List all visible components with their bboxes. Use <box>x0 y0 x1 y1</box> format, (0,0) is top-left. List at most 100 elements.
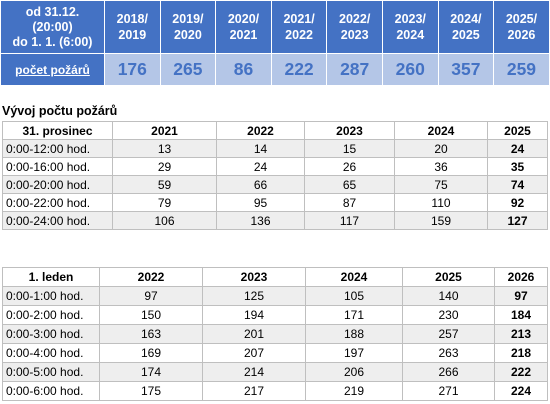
fire-count-cell-current: 97 <box>494 286 548 306</box>
time-range-label: 0:00-20:00 hod. <box>2 175 113 194</box>
season-fire-count: 222 <box>270 53 328 86</box>
table-row: 0:00-6:00 hod. 175 217 219 271 224 <box>2 381 548 401</box>
fire-count-cell: 266 <box>402 362 495 382</box>
season-header: 2022/2023 <box>326 0 383 54</box>
fire-count-cell: 14 <box>216 139 305 158</box>
season-fire-count: 259 <box>493 53 550 86</box>
year-header: 2022 <box>99 267 203 287</box>
year-header: 2023 <box>304 121 395 140</box>
fire-count-cell: 20 <box>394 139 488 158</box>
period-label-line: do 1. 1. (6:00) <box>12 34 93 49</box>
season-fire-count: 176 <box>104 53 161 86</box>
time-range-label: 0:00-12:00 hod. <box>2 139 113 158</box>
summary-table: od 31.12. (20:00) do 1. 1. (6:00) 2018/2… <box>0 0 550 86</box>
fire-count-cell: 36 <box>394 157 488 176</box>
fire-count-cell: 271 <box>402 381 495 401</box>
period-label-line: (20:00) <box>32 19 73 34</box>
year-header: 2023 <box>202 267 306 287</box>
fire-count-cell: 106 <box>112 211 217 230</box>
fire-count-cell: 110 <box>394 193 488 212</box>
period-label-line: od 31.12. <box>25 4 80 19</box>
season-year-end: 2020 <box>173 28 202 42</box>
fire-count-cell: 97 <box>99 286 203 306</box>
table-row: 0:00-12:00 hod. 13 14 15 20 24 <box>2 139 548 158</box>
time-range-label: 0:00-1:00 hod. <box>2 286 100 306</box>
season-year-start: 2018/ <box>116 12 148 26</box>
fire-count-cell-current: 24 <box>487 139 548 158</box>
season-header: 2021/2022 <box>270 0 328 54</box>
time-range-label: 0:00-6:00 hod. <box>2 381 100 401</box>
time-range-label: 0:00-24:00 hod. <box>2 211 113 230</box>
season-year-end: 2024 <box>396 28 425 42</box>
season-fire-count: 287 <box>326 53 383 86</box>
season-fire-count: 86 <box>215 53 272 86</box>
fire-count-cell: 24 <box>216 157 305 176</box>
time-range-label: 0:00-4:00 hod. <box>2 343 100 363</box>
fire-count-cell: 171 <box>305 305 403 325</box>
december-header-row: 31. prosinec 2021 2022 2023 2024 2025 <box>2 121 548 140</box>
season-header: 2023/2024 <box>381 0 439 54</box>
season-year-start: 2020/ <box>227 12 260 26</box>
fire-count-cell-current: 222 <box>494 362 548 382</box>
january-date-header: 1. leden <box>2 267 100 287</box>
fire-count-cell-current: 92 <box>487 193 548 212</box>
year-header: 2024 <box>305 267 403 287</box>
fire-count-cell: 219 <box>305 381 403 401</box>
fire-count-cell: 117 <box>304 211 395 230</box>
table-row: 0:00-2:00 hod. 150 194 171 230 184 <box>2 305 548 325</box>
season-year-end: 2021 <box>229 28 258 42</box>
fire-count-cell: 150 <box>99 305 203 325</box>
season-year-start: 2023/ <box>394 12 426 26</box>
season-year-start: 2025/ <box>505 12 538 26</box>
period-label: od 31.12. (20:00) do 1. 1. (6:00) <box>0 0 105 54</box>
season-year-start: 2024/ <box>450 12 482 26</box>
fire-count-cell: 29 <box>112 157 217 176</box>
table-row: 0:00-4:00 hod. 169 207 197 263 218 <box>2 343 548 363</box>
fire-count-cell: 95 <box>216 193 305 212</box>
season-header: 2020/2021 <box>215 0 272 54</box>
season-year-end: 2022 <box>285 28 313 42</box>
table-row: 0:00-22:00 hod. 79 95 87 110 92 <box>2 193 548 212</box>
year-header: 2024 <box>394 121 488 140</box>
fire-count-cell: 217 <box>202 381 306 401</box>
season-header: 2018/2019 <box>104 0 161 54</box>
fire-count-cell: 125 <box>202 286 306 306</box>
fire-count-cell: 87 <box>304 193 395 212</box>
fire-count-cell: 175 <box>99 381 203 401</box>
time-range-label: 0:00-5:00 hod. <box>2 362 100 382</box>
fire-count-cell: 26 <box>304 157 395 176</box>
season-year-end: 2025 <box>451 28 480 42</box>
time-range-label: 0:00-22:00 hod. <box>2 193 113 212</box>
fire-count-cell-current: 218 <box>494 343 548 363</box>
table-row: 0:00-24:00 hod. 106 136 117 159 127 <box>2 211 548 230</box>
fire-count-cell: 197 <box>305 343 403 363</box>
season-fire-count: 357 <box>437 53 495 86</box>
fire-count-cell: 13 <box>112 139 217 158</box>
season-header: 2025/2026 <box>493 0 550 54</box>
year-header: 2025 <box>402 267 495 287</box>
year-header: 2022 <box>216 121 305 140</box>
fire-count-cell: 201 <box>202 324 306 344</box>
fire-count-cell-current: 35 <box>487 157 548 176</box>
fire-count-cell: 230 <box>402 305 495 325</box>
january-header-row: 1. leden 2022 2023 2024 2025 2026 <box>2 267 548 287</box>
fire-count-cell-current: 184 <box>494 305 548 325</box>
fire-count-cell: 105 <box>305 286 403 306</box>
fire-count-cell: 263 <box>402 343 495 363</box>
table-row: 0:00-3:00 hod. 163 201 188 257 213 <box>2 324 548 344</box>
fire-count-cell-current: 224 <box>494 381 548 401</box>
year-header: 2021 <box>112 121 217 140</box>
fire-count-cell: 194 <box>202 305 306 325</box>
fire-count-cell: 174 <box>99 362 203 382</box>
fire-count-cell: 257 <box>402 324 495 344</box>
fire-count-cell: 136 <box>216 211 305 230</box>
season-year-start: 2022/ <box>339 12 371 26</box>
table-row: 0:00-16:00 hod. 29 24 26 36 35 <box>2 157 548 176</box>
time-range-label: 0:00-3:00 hod. <box>2 324 100 344</box>
december-date-header: 31. prosinec <box>2 121 113 140</box>
fire-count-cell: 66 <box>216 175 305 194</box>
time-range-label: 0:00-16:00 hod. <box>2 157 113 176</box>
season-year-end: 2026 <box>507 28 536 42</box>
season-year-end: 2023 <box>340 28 369 42</box>
fire-count-cell: 15 <box>304 139 395 158</box>
